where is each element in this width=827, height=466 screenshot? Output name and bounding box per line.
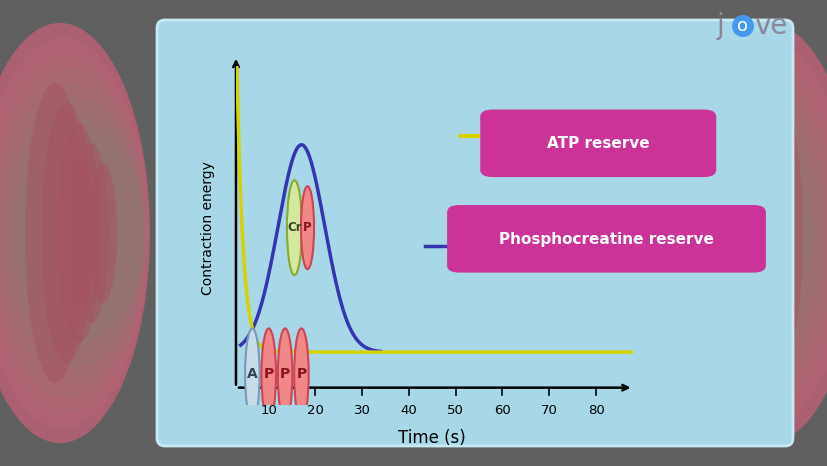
Circle shape (294, 329, 308, 420)
Text: 10: 10 (260, 404, 277, 417)
Text: 70: 70 (540, 404, 557, 417)
Ellipse shape (0, 83, 146, 383)
Text: P: P (303, 221, 312, 234)
Ellipse shape (718, 143, 754, 323)
Ellipse shape (681, 83, 827, 383)
Text: j: j (715, 12, 723, 40)
Ellipse shape (88, 163, 117, 303)
Ellipse shape (41, 103, 93, 363)
Text: 50: 50 (447, 404, 464, 417)
Text: ATP reserve: ATP reserve (547, 136, 649, 151)
Ellipse shape (73, 143, 109, 323)
Text: A: A (246, 367, 257, 381)
Ellipse shape (684, 128, 808, 338)
Circle shape (300, 186, 313, 269)
Ellipse shape (680, 68, 827, 398)
Text: ve: ve (753, 12, 786, 40)
Ellipse shape (0, 53, 148, 413)
Ellipse shape (12, 113, 144, 353)
Ellipse shape (25, 83, 85, 383)
Circle shape (278, 329, 292, 420)
Ellipse shape (0, 68, 147, 398)
Text: 20: 20 (307, 404, 323, 417)
FancyBboxPatch shape (157, 20, 792, 446)
Text: o: o (737, 17, 748, 35)
Ellipse shape (678, 38, 827, 428)
Ellipse shape (726, 123, 770, 343)
Circle shape (261, 329, 275, 420)
Text: Phosphocreatine reserve: Phosphocreatine reserve (499, 232, 714, 247)
Ellipse shape (734, 103, 786, 363)
Ellipse shape (679, 53, 827, 413)
Circle shape (731, 15, 753, 37)
Ellipse shape (683, 113, 815, 353)
Ellipse shape (677, 23, 827, 443)
Ellipse shape (5, 98, 145, 368)
Ellipse shape (0, 23, 150, 443)
Ellipse shape (57, 123, 101, 343)
Text: Time (s): Time (s) (398, 429, 466, 447)
Text: 40: 40 (400, 404, 417, 417)
Ellipse shape (682, 98, 822, 368)
Circle shape (287, 180, 302, 275)
Text: 60: 60 (494, 404, 510, 417)
Ellipse shape (19, 128, 143, 338)
Ellipse shape (0, 38, 149, 428)
Text: P: P (296, 367, 306, 381)
Text: Contraction energy: Contraction energy (201, 161, 215, 295)
Ellipse shape (742, 83, 802, 383)
Ellipse shape (710, 163, 739, 303)
Text: Cr: Cr (287, 221, 301, 234)
Text: P: P (263, 367, 274, 381)
Text: 30: 30 (353, 404, 370, 417)
Circle shape (245, 329, 260, 420)
Text: 80: 80 (587, 404, 604, 417)
Text: P: P (280, 367, 289, 381)
